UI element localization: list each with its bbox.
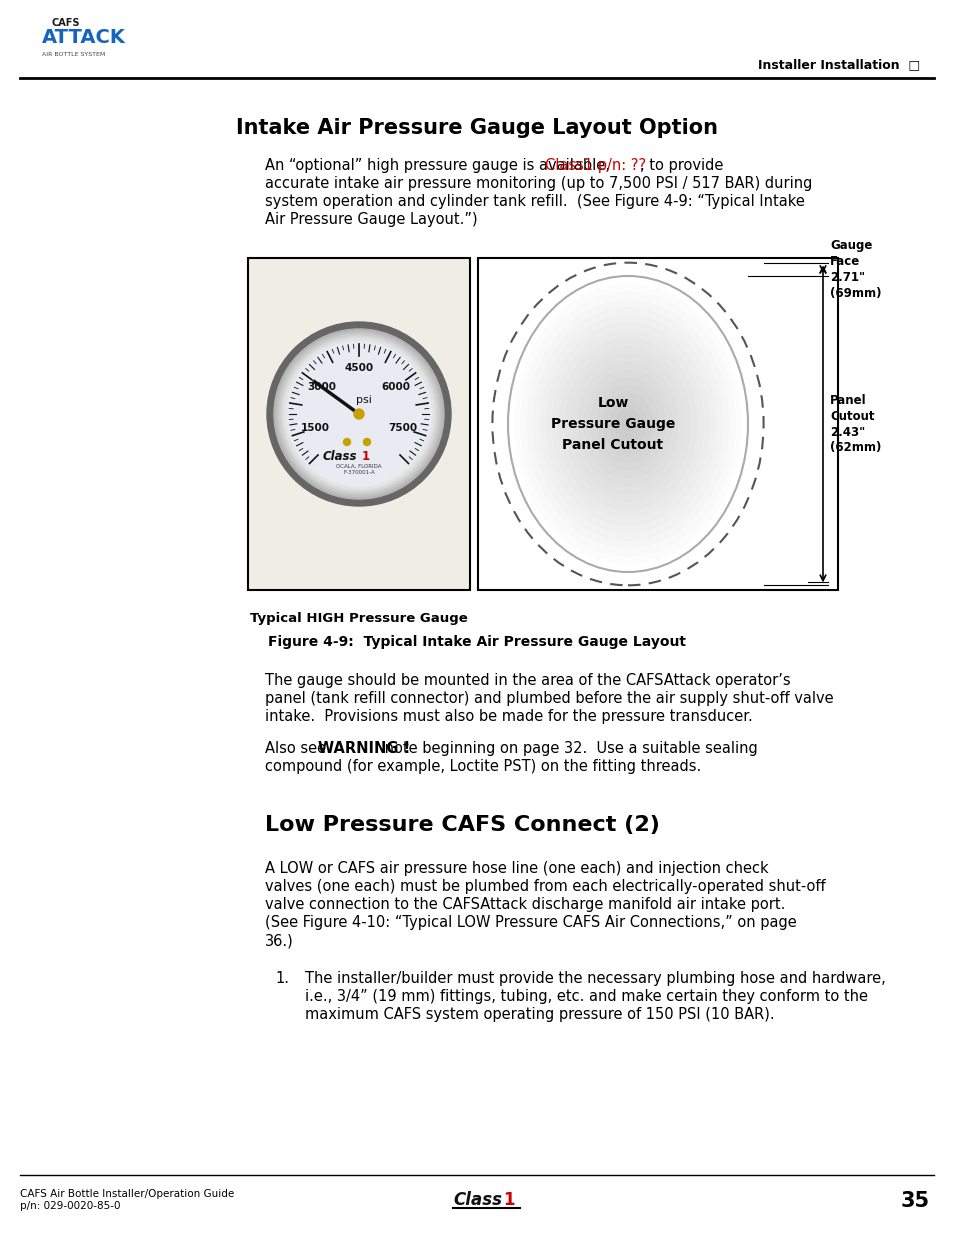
- Circle shape: [281, 336, 436, 492]
- Ellipse shape: [520, 291, 735, 557]
- Ellipse shape: [507, 275, 747, 572]
- Ellipse shape: [608, 400, 646, 447]
- Text: CAFS: CAFS: [52, 19, 80, 28]
- Text: accurate intake air pressure monitoring (up to 7,500 PSI / 517 BAR) during: accurate intake air pressure monitoring …: [265, 177, 812, 191]
- Circle shape: [354, 409, 364, 419]
- Text: 4500: 4500: [344, 363, 374, 373]
- Text: 6000: 6000: [381, 382, 411, 391]
- Ellipse shape: [615, 409, 640, 440]
- Text: Class: Class: [322, 450, 356, 462]
- Ellipse shape: [621, 416, 634, 432]
- Text: 7500: 7500: [388, 424, 416, 433]
- Circle shape: [278, 333, 438, 494]
- Text: Also see: Also see: [265, 741, 331, 756]
- Text: , to provide: , to provide: [639, 158, 722, 173]
- Ellipse shape: [596, 385, 659, 463]
- Ellipse shape: [533, 308, 722, 541]
- Ellipse shape: [558, 338, 697, 510]
- Ellipse shape: [526, 299, 728, 548]
- Circle shape: [287, 342, 431, 487]
- Text: WARNING !: WARNING !: [317, 741, 410, 756]
- Text: The gauge should be mounted in the area of the CAFSAttack operator’s: The gauge should be mounted in the area …: [265, 673, 790, 688]
- Text: A LOW or CAFS air pressure hose line (one each) and injection check: A LOW or CAFS air pressure hose line (on…: [265, 861, 768, 876]
- Text: ATTACK: ATTACK: [42, 28, 126, 47]
- Text: panel (tank refill connector) and plumbed before the air supply shut-off valve: panel (tank refill connector) and plumbe…: [265, 692, 833, 706]
- Text: 36.): 36.): [265, 932, 294, 948]
- Text: intake.  Provisions must also be made for the pressure transducer.: intake. Provisions must also be made for…: [265, 709, 752, 724]
- Text: CAFS Air Bottle Installer/Operation Guide: CAFS Air Bottle Installer/Operation Guid…: [20, 1189, 234, 1199]
- Text: Figure 4-9:  Typical Intake Air Pressure Gauge Layout: Figure 4-9: Typical Intake Air Pressure …: [268, 635, 685, 650]
- Text: psi: psi: [355, 395, 372, 405]
- Text: Gauge
Face
2.71"
(69mm): Gauge Face 2.71" (69mm): [829, 238, 881, 300]
- Ellipse shape: [583, 369, 672, 478]
- Bar: [248, 258, 470, 590]
- Text: F-370001-A: F-370001-A: [343, 469, 375, 474]
- Ellipse shape: [539, 315, 716, 534]
- Bar: [477, 258, 837, 590]
- Text: Class1 p/n: ??: Class1 p/n: ??: [544, 158, 645, 173]
- Circle shape: [363, 438, 370, 446]
- Text: (See Figure 4-10: “Typical LOW Pressure CAFS Air Connections,” on page: (See Figure 4-10: “Typical LOW Pressure …: [265, 915, 796, 930]
- Text: Typical HIGH Pressure Gauge: Typical HIGH Pressure Gauge: [250, 613, 467, 625]
- Text: The installer/builder must provide the necessary plumbing hose and hardware,: The installer/builder must provide the n…: [305, 971, 884, 986]
- Text: 3000: 3000: [307, 382, 336, 391]
- Text: Panel
Cutout
2.43"
(62mm): Panel Cutout 2.43" (62mm): [829, 394, 881, 454]
- Text: i.e., 3/4” (19 mm) fittings, tubing, etc. and make certain they conform to the: i.e., 3/4” (19 mm) fittings, tubing, etc…: [305, 989, 867, 1004]
- Text: Intake Air Pressure Gauge Layout Option: Intake Air Pressure Gauge Layout Option: [235, 119, 718, 138]
- Text: maximum CAFS system operating pressure of 150 PSI (10 BAR).: maximum CAFS system operating pressure o…: [305, 1007, 774, 1023]
- Text: Air Pressure Gauge Layout.”): Air Pressure Gauge Layout.”): [265, 212, 477, 227]
- Text: OCALA, FLORIDA: OCALA, FLORIDA: [335, 463, 381, 468]
- Ellipse shape: [590, 377, 665, 471]
- Text: An “optional” high pressure gauge is available,: An “optional” high pressure gauge is ava…: [265, 158, 614, 173]
- Text: 35: 35: [900, 1191, 929, 1212]
- Ellipse shape: [571, 354, 684, 494]
- Text: compound (for example, Loctite PST) on the fitting threads.: compound (for example, Loctite PST) on t…: [265, 760, 700, 774]
- Text: 1.: 1.: [274, 971, 289, 986]
- Ellipse shape: [577, 362, 678, 487]
- Text: valves (one each) must be plumbed from each electrically-operated shut-off: valves (one each) must be plumbed from e…: [265, 879, 824, 894]
- Ellipse shape: [552, 331, 703, 517]
- Text: Installer Installation  □: Installer Installation □: [757, 58, 919, 70]
- Text: system operation and cylinder tank refill.  (See Figure 4-9: “Typical Intake: system operation and cylinder tank refil…: [265, 194, 804, 209]
- Text: 1500: 1500: [300, 424, 330, 433]
- Circle shape: [286, 341, 432, 487]
- Ellipse shape: [564, 346, 690, 501]
- Ellipse shape: [602, 393, 653, 456]
- Text: 1: 1: [502, 1191, 514, 1209]
- Text: note beginning on page 32.  Use a suitable sealing: note beginning on page 32. Use a suitabl…: [379, 741, 757, 756]
- Circle shape: [283, 338, 434, 489]
- Text: 1: 1: [361, 450, 370, 462]
- Circle shape: [274, 329, 443, 499]
- Ellipse shape: [545, 322, 709, 525]
- Text: AIR BOTTLE SYSTEM: AIR BOTTLE SYSTEM: [42, 52, 105, 57]
- Ellipse shape: [514, 284, 740, 564]
- Circle shape: [276, 331, 441, 496]
- Text: Low Pressure CAFS Connect (2): Low Pressure CAFS Connect (2): [265, 815, 659, 835]
- Text: Class: Class: [453, 1191, 501, 1209]
- Circle shape: [267, 322, 451, 506]
- Text: valve connection to the CAFSAttack discharge manifold air intake port.: valve connection to the CAFSAttack disch…: [265, 897, 784, 911]
- Circle shape: [343, 438, 350, 446]
- Text: p/n: 029-0020-85-0: p/n: 029-0020-85-0: [20, 1200, 120, 1212]
- Text: Low
Pressure Gauge
Panel Cutout: Low Pressure Gauge Panel Cutout: [550, 396, 675, 452]
